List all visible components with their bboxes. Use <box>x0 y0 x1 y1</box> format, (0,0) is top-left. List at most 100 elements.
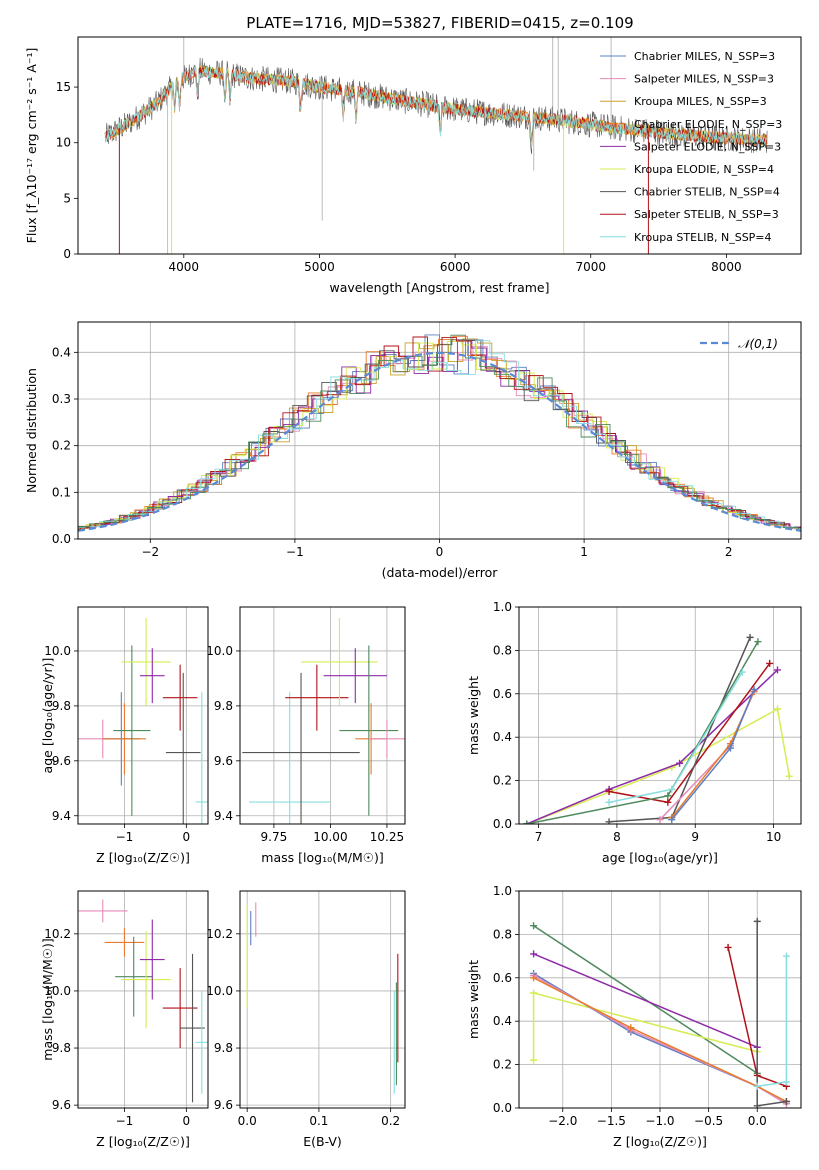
point-marker <box>664 792 672 800</box>
y-tick-label: 0.4 <box>493 1014 512 1028</box>
errorbar-chabrier-stelib <box>242 672 360 824</box>
point-marker <box>530 950 538 958</box>
series-line <box>526 669 779 824</box>
x-tick-label: −1.5 <box>597 1114 626 1128</box>
point-marker <box>753 1102 761 1108</box>
x-tick-label: 0.2 <box>381 1114 400 1128</box>
y-tick-label: 0.8 <box>493 643 512 657</box>
histogram-kroupa-elodie <box>78 341 801 530</box>
point-marker <box>605 787 613 795</box>
y-tick-label: 10.0 <box>44 644 71 658</box>
x-tick-label: 9.75 <box>261 830 288 844</box>
y-tick-label: 0.0 <box>493 817 512 831</box>
series-line <box>671 689 755 821</box>
point-marker <box>774 705 781 713</box>
y-axis-label: Flux [f_λ10⁻¹⁷ erg cm⁻² s⁻¹ A⁻¹] <box>24 48 39 244</box>
series-line <box>533 953 758 1048</box>
series-line <box>533 977 787 1103</box>
errorbar-kroupa-stelib <box>195 990 208 1094</box>
legend-label: 𝒩(0,1) <box>738 337 778 351</box>
errorbar-salpeter-stelib <box>162 968 198 1049</box>
y-tick-label: 0.2 <box>52 439 71 453</box>
errorbar-salpeter-miles <box>78 899 128 923</box>
x-tick-label: 10.25 <box>370 830 404 844</box>
errorbar-salpeter-stelib <box>285 664 349 731</box>
series-chabrier-elodie <box>668 688 758 821</box>
axes-7 <box>515 890 801 1112</box>
x-axis-label: Z [log₁₀(Z/Z☉)] <box>96 850 190 865</box>
y-tick-label: 10.2 <box>206 927 233 941</box>
axes-frame <box>518 890 802 1109</box>
x-tick-label: 0 <box>436 545 444 559</box>
x-tick-label: 0 <box>183 1114 191 1128</box>
series-line <box>526 707 791 824</box>
x-tick-label: 6000 <box>440 260 471 274</box>
errorbar-chabrier-elodie <box>104 928 145 957</box>
point-marker <box>754 638 762 646</box>
series-line <box>756 921 787 1107</box>
y-tick-label: 9.8 <box>52 699 71 713</box>
y-axis-label: age [log₁₀(age/yr)] <box>40 658 55 774</box>
legend-label: Salpeter MILES, N_SSP=3 <box>634 73 774 86</box>
x-axis-label: mass [log₁₀(M/M☉)] <box>261 850 383 865</box>
errorbar-chabrier-stelib <box>165 672 201 824</box>
y-tick-label: 0.1 <box>52 485 71 499</box>
x-tick-label: −2 <box>141 545 159 559</box>
x-tick-label: 4000 <box>169 260 200 274</box>
y-tick-label: 0.6 <box>493 971 512 985</box>
point-marker <box>530 922 538 930</box>
point-marker <box>782 952 790 960</box>
point-marker <box>530 989 538 997</box>
point-marker <box>766 659 774 667</box>
y-axis-label: Normed distribution <box>24 368 39 493</box>
legend-label: Chabrier MILES, N_SSP=3 <box>634 50 775 63</box>
x-tick-label: 9 <box>691 830 699 844</box>
errorbar-kroupa-elodie <box>121 930 171 1029</box>
x-tick-label: −2.0 <box>548 1114 577 1128</box>
series-salpeter-miles <box>656 688 758 824</box>
y-tick-label: 9.6 <box>214 1098 233 1112</box>
x-tick-label: 1 <box>580 545 588 559</box>
y-tick-label: 10 <box>56 136 71 150</box>
y-tick-label: 1.0 <box>493 884 512 898</box>
legend-label: Salpeter STELIB, N_SSP=3 <box>634 208 779 221</box>
series-salpeter-elodie <box>523 666 781 824</box>
y-tick-label: 10.0 <box>206 644 233 658</box>
point-marker <box>656 816 664 824</box>
series-chabrier-stelib <box>605 633 754 824</box>
errorbar-salpeter-elodie <box>323 648 387 704</box>
y-tick-label: 9.8 <box>214 699 233 713</box>
point-marker <box>753 917 761 925</box>
y-tick-label: 0.3 <box>52 392 71 406</box>
series-chabrier-miles <box>668 685 758 824</box>
series-chabrier-stelib <box>753 917 790 1108</box>
y-tick-label: 5 <box>63 191 71 205</box>
series-green <box>523 638 762 824</box>
errorbar-chabrier-stelib <box>180 953 205 1103</box>
axes-0 <box>74 86 727 258</box>
x-axis-label: E(B-V) <box>303 1134 342 1149</box>
gaussian-curve <box>78 351 801 532</box>
y-tick-label: 10.0 <box>206 984 233 998</box>
point-marker <box>676 759 684 767</box>
legend-label: Salpeter ELODIE, N_SSP=3 <box>634 140 781 153</box>
x-tick-label: 2 <box>725 545 733 559</box>
y-tick-label: 0.8 <box>493 927 512 941</box>
errorbar-green <box>113 645 151 816</box>
axes-2 <box>74 607 208 828</box>
x-tick-label: 8000 <box>711 260 742 274</box>
errorbar-green <box>339 645 399 816</box>
point-marker <box>664 798 672 806</box>
axes-3 <box>236 607 405 828</box>
axes-frame <box>239 606 406 825</box>
errorbar-kroupa-elodie <box>301 617 378 706</box>
point-marker <box>738 668 746 676</box>
x-tick-label: −1 <box>286 545 304 559</box>
legend-label: Chabrier ELODIE, N_SSP=3 <box>634 118 782 131</box>
x-tick-label: 8 <box>613 830 621 844</box>
spectrum-kroupa-stelib <box>104 65 768 147</box>
x-axis-label: wavelength [Angstrom, rest frame] <box>329 280 549 295</box>
series-line <box>671 691 755 818</box>
x-tick-label: −0.5 <box>694 1114 723 1128</box>
y-tick-label: 9.6 <box>52 754 71 768</box>
